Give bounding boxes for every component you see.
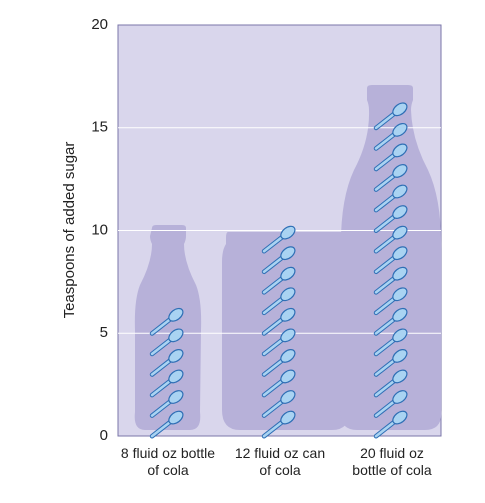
spoon (149, 307, 184, 336)
spoon-bowl (392, 349, 408, 363)
spoon-bowl (392, 164, 408, 178)
spoon (261, 307, 296, 336)
spoon-bowl (392, 102, 408, 117)
spoon (261, 410, 296, 439)
spoon-bowl (280, 349, 296, 363)
spoon (261, 369, 296, 398)
spoon (373, 225, 408, 254)
y-tick-label: 15 (91, 119, 108, 136)
spoon-bowl (280, 410, 296, 425)
spoon-bowl (280, 266, 296, 281)
spoon-bowl (168, 307, 184, 322)
spoon-bowl (280, 390, 296, 404)
spoon-bowl (168, 369, 184, 384)
spoon (373, 205, 408, 233)
spoon (261, 287, 296, 316)
spoon-bowl (280, 328, 296, 343)
spoon (149, 328, 184, 357)
spoon-bowl (168, 410, 184, 425)
spoon-bowl (392, 328, 408, 343)
spoon-bowl (392, 369, 408, 384)
spoon (149, 390, 184, 418)
spoon-bowl (392, 266, 408, 281)
spoon (373, 266, 408, 295)
spoon-bowl (392, 184, 408, 199)
spoon (373, 246, 408, 275)
spoon (373, 369, 408, 398)
spoon-stack (373, 102, 408, 439)
spoon-bowl (280, 225, 296, 240)
spoon-bowl (392, 246, 408, 261)
spoon (149, 369, 184, 398)
spoon-bowl (392, 143, 408, 158)
spoon (373, 390, 408, 418)
spoon-bowl (168, 390, 184, 404)
spoon (261, 328, 296, 357)
spoon (373, 164, 408, 192)
spoon (261, 266, 296, 295)
bottle-silhouette (134, 225, 202, 430)
spoon-bowl (392, 390, 408, 404)
y-tick-label: 20 (91, 16, 108, 33)
spoon (373, 287, 408, 316)
spoon-bowl (392, 225, 408, 240)
spoon (261, 390, 296, 418)
spoon-stack (261, 225, 296, 439)
spoon (149, 410, 184, 439)
spoon (373, 307, 408, 336)
y-tick-label: 10 (91, 221, 108, 238)
spoon-bowl (392, 307, 408, 322)
x-tick-label: 20 fluid oz bottle of cola (352, 445, 432, 478)
spoon (373, 184, 408, 213)
spoon-bowl (168, 349, 184, 363)
spoon-bowl (280, 287, 296, 302)
y-tick-label: 5 (100, 324, 108, 341)
spoon (373, 328, 408, 357)
spoon (373, 102, 408, 131)
spoon (261, 225, 296, 254)
spoon (373, 122, 408, 151)
spoon-bowl (280, 307, 296, 322)
spoon-bowl (280, 246, 296, 261)
spoon-bowl (392, 122, 408, 137)
spoon (149, 349, 184, 377)
spoon (373, 349, 408, 377)
spoon (261, 349, 296, 377)
spoon-bowl (392, 287, 408, 302)
spoon-bowl (392, 410, 408, 425)
spoon-bowl (392, 205, 408, 219)
x-tick-label: 8 fluid oz bottle of cola (120, 445, 216, 478)
spoon-bowl (168, 328, 184, 343)
spoon (373, 143, 408, 172)
spoon-bowl (280, 369, 296, 384)
y-tick-label: 0 (100, 427, 108, 444)
spoon (261, 246, 296, 275)
x-tick-label: 12 fluid oz can of cola (234, 445, 326, 478)
y-axis-label: Teaspoons of added sugar (61, 142, 78, 319)
spoon (373, 410, 408, 439)
spoon-stack (149, 307, 184, 439)
